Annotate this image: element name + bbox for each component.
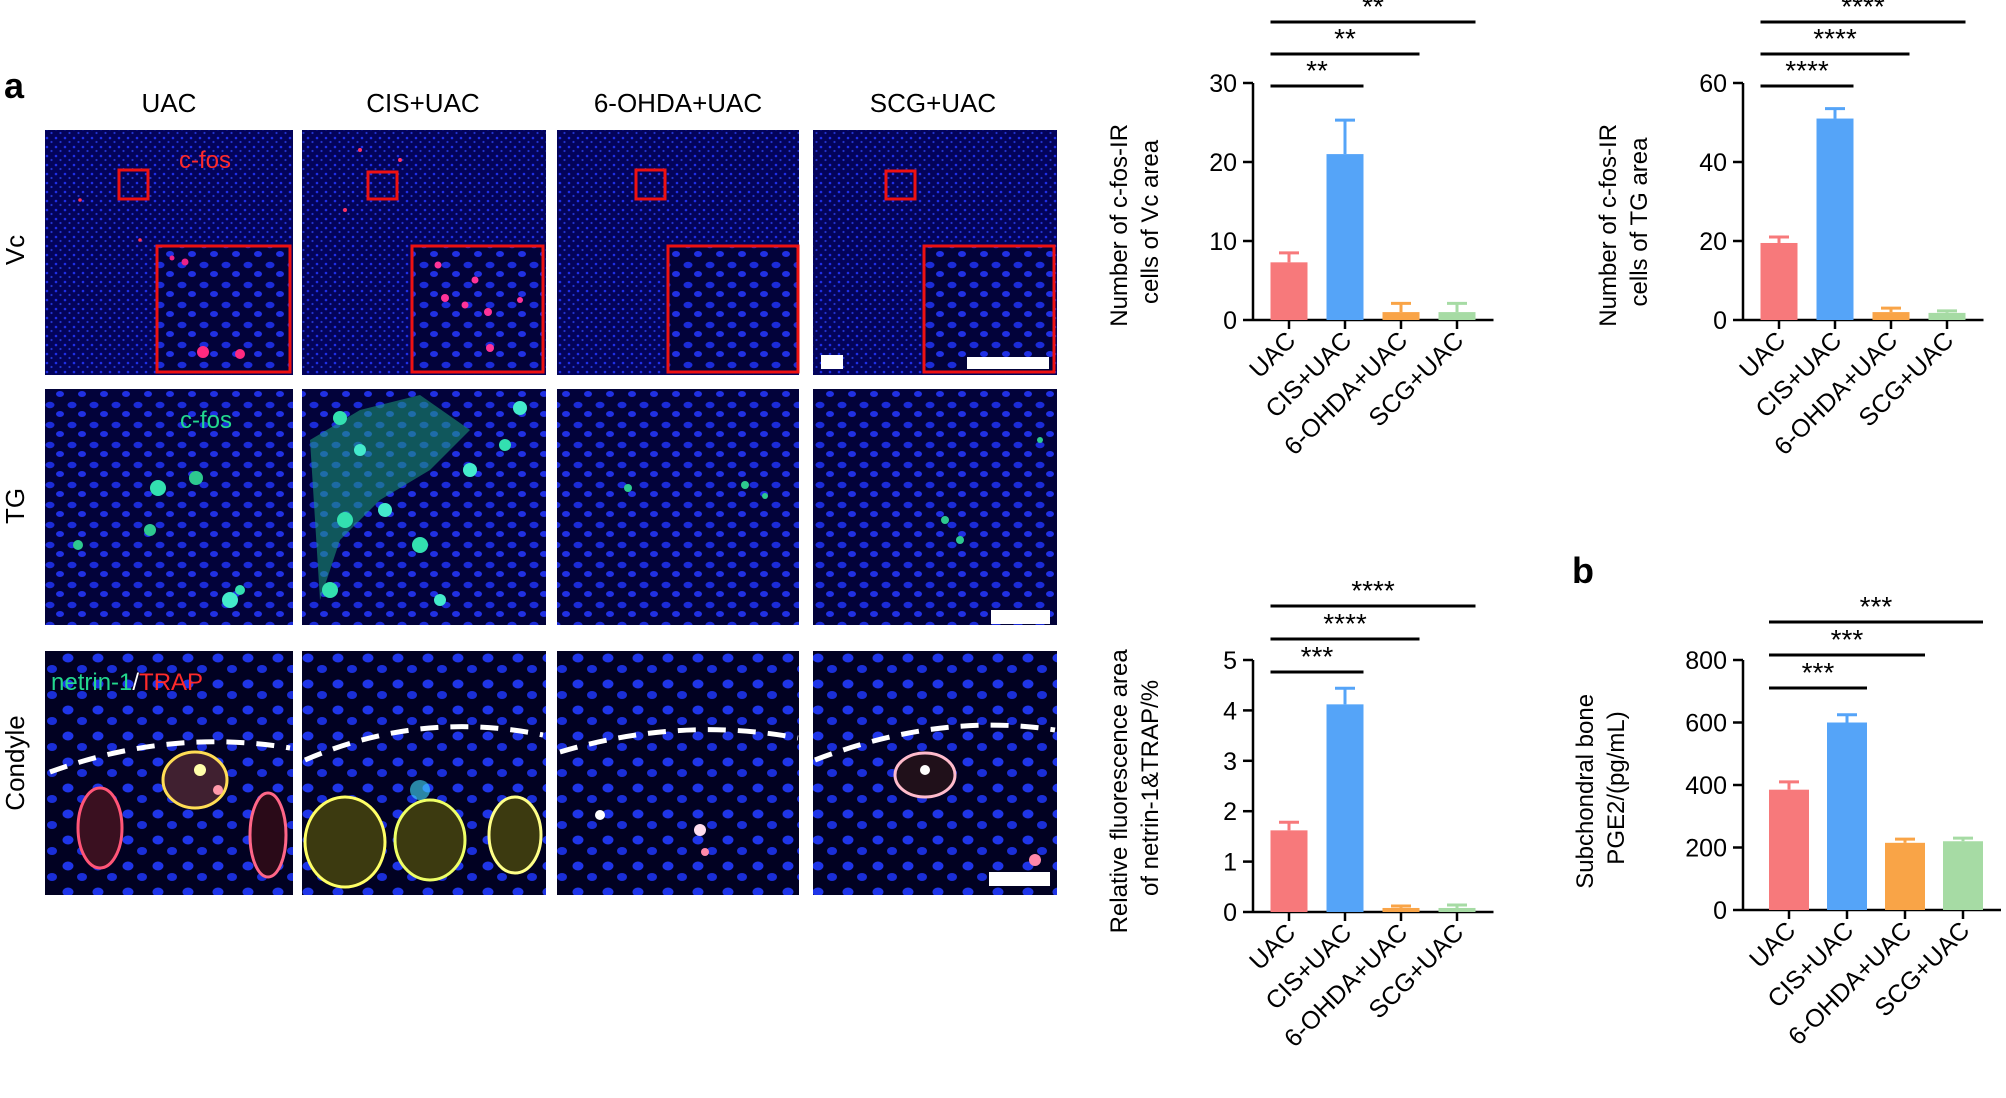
chart-netrin-bar-3 — [1438, 907, 1476, 912]
column-header-uac: UAC — [142, 88, 197, 118]
chart-netrin-ylabel: Relative fluorescence area of netrin-1&T… — [1106, 643, 1164, 934]
column-header-scg-uac: SCG+UAC — [870, 88, 996, 118]
chart-netrin: Relative fluorescence area of netrin-1&T… — [1106, 575, 1494, 1053]
micrograph-condyle-cis-uac — [302, 651, 546, 895]
column-header-cis-uac: CIS+UAC — [366, 88, 479, 118]
chart-vc-ylabel-line-1: Number of c-fos-IR — [1106, 124, 1133, 327]
chart-vc-bar-0 — [1270, 262, 1308, 320]
chart-vc-bar-3 — [1438, 312, 1476, 320]
micrograph-vc-uac — [45, 130, 293, 375]
chart-netrin-ylabel-line-1: Relative fluorescence area — [1106, 649, 1133, 934]
chart-pge2-bar-3 — [1943, 841, 1983, 910]
chart-pge2-y-tick-label: 200 — [1685, 835, 1727, 863]
chart-tg-y-tick-label: 60 — [1699, 70, 1727, 98]
chart-pge2-bar-0 — [1769, 789, 1809, 910]
chart-tg-ylabel: Number of c-fos-IR cells of TG area — [1595, 117, 1653, 326]
chart-netrin-significance-label: **** — [1351, 575, 1395, 606]
chart-tg-y-tick-label: 0 — [1713, 307, 1727, 335]
netrin-label: netrin-1 — [51, 669, 132, 696]
chart-pge2-significance-label: *** — [1860, 591, 1893, 622]
micrograph-tg-6-ohda-uac — [557, 389, 799, 625]
chart-vc-significance-label: ** — [1362, 0, 1384, 22]
condyle-stain-label: netrin-1/TRAP — [51, 669, 203, 696]
chart-vc: Number of c-fos-IR cells of Vc area 0 10 2… — [1106, 0, 1494, 461]
chart-netrin-bar-2 — [1382, 907, 1420, 912]
vc-stain-label: c-fos — [179, 147, 231, 174]
micrograph-tg-scg-uac — [813, 389, 1057, 625]
chart-vc-ylabel-line-2: cells of Vc area — [1137, 139, 1164, 304]
chart-vc-significance-label: ** — [1306, 55, 1328, 86]
micrograph-vc-6-ohda-uac — [557, 130, 800, 375]
scale-bar-tg — [991, 610, 1050, 624]
chart-pge2-y-tick-label: 800 — [1685, 647, 1727, 675]
chart-tg-significance-label: **** — [1813, 23, 1857, 54]
micrograph-condyle-uac — [45, 651, 293, 895]
chart-netrin-y-tick-label: 2 — [1223, 798, 1237, 826]
chart-netrin-significance-label: **** — [1323, 608, 1367, 639]
chart-netrin-y-tick-label: 0 — [1223, 899, 1237, 927]
chart-tg-y-tick-label: 40 — [1699, 149, 1727, 177]
chart-vc-significance-label: ** — [1334, 23, 1356, 54]
chart-pge2-ylabel: Subchondral bone PGE2/(pg/mL) — [1572, 687, 1630, 889]
micrograph-tg-uac — [45, 389, 293, 625]
chart-netrin-y-tick-label: 1 — [1223, 849, 1237, 877]
chart-netrin-y-tick-label: 4 — [1223, 697, 1237, 725]
chart-vc-y-tick-label: 10 — [1209, 228, 1237, 256]
chart-vc-y-tick-label: 20 — [1209, 149, 1237, 177]
column-header-6-ohda-uac: 6-OHDA+UAC — [594, 88, 762, 118]
chart-netrin-ylabel-line-2: of netrin-1&TRAP/% — [1137, 680, 1164, 896]
chart-tg-significance-label: **** — [1841, 0, 1885, 22]
chart-netrin-bar-0 — [1270, 830, 1308, 912]
chart-tg-y-tick-label: 20 — [1699, 228, 1727, 256]
chart-tg-ylabel-line-2: cells of TG area — [1626, 137, 1653, 307]
row-label-tg: TG — [0, 488, 30, 524]
chart-pge2-ylabel-line-1: Subchondral bone — [1572, 694, 1599, 889]
micrograph-condyle-scg-uac — [813, 651, 1057, 895]
chart-tg-bar-2 — [1872, 312, 1910, 320]
chart-pge2: Subchondral bone PGE2/(pg/mL) 0 200 400 600… — [1572, 591, 2001, 1051]
chart-vc-bar-1 — [1326, 154, 1364, 320]
chart-pge2-y-tick-label: 0 — [1713, 897, 1727, 925]
scale-bar-condyle — [989, 872, 1050, 886]
chart-pge2-ylabel-line-2: PGE2/(pg/mL) — [1603, 711, 1630, 864]
chart-vc-bar-2 — [1382, 312, 1420, 320]
panel-b-label: b — [1572, 550, 1594, 591]
chart-vc-ylabel: Number of c-fos-IR cells of Vc area — [1106, 117, 1164, 326]
chart-vc-y-tick-label: 0 — [1223, 307, 1237, 335]
chart-pge2-significance-label: *** — [1802, 657, 1835, 688]
chart-pge2-bar-1 — [1827, 722, 1867, 910]
tg-stain-label: c-fos — [180, 407, 232, 434]
panel-a-label: a — [4, 65, 25, 106]
chart-vc-y-tick-label: 30 — [1209, 70, 1237, 98]
chart-tg-bar-1 — [1816, 118, 1854, 320]
micrograph-vc-cis-uac — [302, 130, 546, 375]
chart-tg-ylabel-line-1: Number of c-fos-IR — [1595, 124, 1622, 327]
micrograph-tg-cis-uac — [302, 389, 546, 625]
chart-pge2-significance-label: *** — [1831, 624, 1864, 655]
scale-bar-small — [821, 355, 843, 369]
chart-netrin-significance-label: *** — [1301, 641, 1334, 672]
chart-pge2-bar-2 — [1885, 842, 1925, 910]
chart-tg: Number of c-fos-IR cells of TG area 0 20 4… — [1595, 0, 1984, 461]
chart-netrin-y-tick-label: 5 — [1223, 647, 1237, 675]
svg-text:netrin-1/TRAP: netrin-1/TRAP — [51, 669, 203, 696]
row-label-condyle: Condyle — [0, 715, 30, 810]
chart-pge2-y-tick-label: 600 — [1685, 710, 1727, 738]
label-separator: / — [132, 669, 139, 696]
trap-label: TRAP — [139, 669, 203, 696]
chart-netrin-bar-1 — [1326, 704, 1364, 912]
micrograph-condyle-6-ohda-uac — [557, 651, 799, 895]
chart-tg-bar-3 — [1928, 312, 1966, 320]
chart-tg-significance-label: **** — [1785, 55, 1829, 86]
chart-tg-bar-0 — [1760, 242, 1798, 320]
scale-bar-inset — [967, 357, 1049, 369]
chart-netrin-y-tick-label: 3 — [1223, 748, 1237, 776]
row-label-vc: Vc — [0, 235, 30, 265]
micrograph-vc-scg-uac — [813, 130, 1057, 375]
chart-pge2-y-tick-label: 400 — [1685, 772, 1727, 800]
